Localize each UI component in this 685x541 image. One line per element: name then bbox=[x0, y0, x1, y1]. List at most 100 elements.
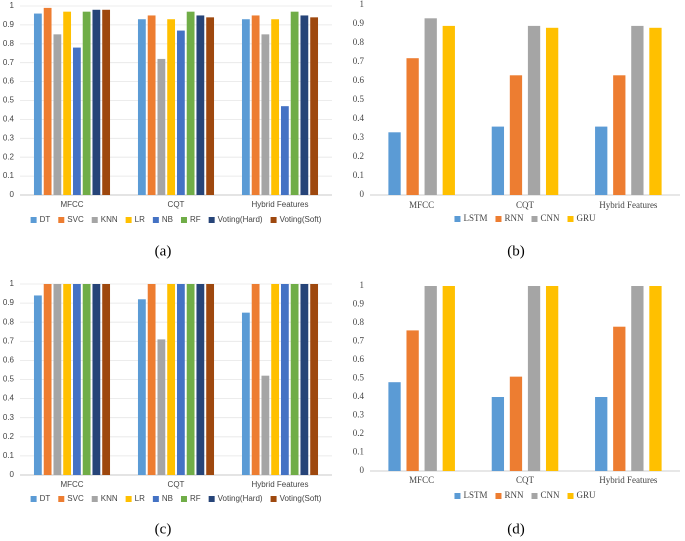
bar bbox=[527, 25, 541, 196]
bar bbox=[196, 15, 205, 196]
legend-swatch bbox=[91, 496, 98, 502]
bar bbox=[613, 75, 626, 195]
y-tick-label: 0.2 bbox=[353, 151, 364, 161]
legend-swatch bbox=[454, 216, 461, 222]
legend-swatch bbox=[125, 496, 132, 502]
legend-label: LSTM bbox=[463, 490, 487, 500]
bar bbox=[33, 295, 42, 475]
bar bbox=[157, 58, 166, 195]
bar bbox=[406, 330, 419, 471]
bar bbox=[631, 286, 644, 471]
chart-panel: 0 0.1 0.2 0.3 0.4 0.5 0.6 0.7 0.8 0.9 1 MFCC CQT Hybr… bbox=[353, 0, 680, 259]
y-tick-label: 0.3 bbox=[353, 410, 365, 420]
bar bbox=[206, 284, 215, 475]
bar bbox=[649, 27, 662, 195]
y-tick-label: 0.7 bbox=[3, 58, 15, 67]
x-tick-label: MFCC bbox=[60, 480, 83, 489]
bar bbox=[527, 286, 541, 471]
bar bbox=[102, 284, 111, 475]
bar bbox=[310, 284, 319, 475]
y-tick-label: 0.1 bbox=[353, 447, 364, 457]
y-tick-label: 0.5 bbox=[353, 94, 365, 104]
legend-swatch bbox=[495, 216, 502, 222]
bar bbox=[280, 106, 289, 195]
chart-panel: 0 0.1 0.2 0.3 0.4 0.5 0.6 0.7 0.8 0.9 1 MFCC CQT Hybr… bbox=[3, 1, 332, 259]
y-tick-label: 0.1 bbox=[3, 171, 15, 180]
y-tick-label: 0 bbox=[360, 465, 365, 475]
x-tick-label: MFCC bbox=[60, 200, 83, 209]
bar bbox=[137, 19, 146, 196]
bar bbox=[102, 9, 111, 196]
x-tick-label: MFCC bbox=[409, 475, 434, 485]
y-tick-label: 0.9 bbox=[353, 18, 365, 28]
y-tick-label: 0.3 bbox=[3, 413, 15, 422]
y-tick-label: 0.2 bbox=[3, 432, 15, 441]
y-tick-label: 0.2 bbox=[3, 152, 15, 161]
legend: LSTM RNN CNN GRU bbox=[454, 213, 596, 223]
bar bbox=[310, 17, 319, 196]
y-tick-label: 0.9 bbox=[3, 298, 15, 307]
legend-swatch bbox=[208, 217, 215, 223]
bar bbox=[442, 25, 455, 196]
legend-swatch bbox=[567, 493, 574, 499]
bar bbox=[196, 284, 205, 475]
legend-swatch bbox=[180, 217, 187, 223]
bar bbox=[290, 284, 299, 475]
bar bbox=[280, 284, 289, 475]
bar bbox=[206, 17, 215, 196]
y-tick-label: 0.7 bbox=[353, 336, 365, 346]
y-tick-label: 0.2 bbox=[353, 428, 364, 438]
y-tick-label: 0.4 bbox=[3, 394, 15, 403]
legend-label: LR bbox=[135, 494, 145, 503]
caption: (a) bbox=[155, 243, 172, 259]
bar bbox=[388, 382, 401, 471]
y-tick-label: 0.1 bbox=[3, 451, 15, 460]
legend-swatch bbox=[91, 217, 98, 223]
bar bbox=[53, 284, 62, 475]
y-tick-label: 1 bbox=[10, 1, 15, 10]
x-tick-label: Hybrid Features bbox=[252, 480, 309, 489]
legend-label: GRU bbox=[577, 490, 597, 500]
chart-panel: 0 0.1 0.2 0.3 0.4 0.5 0.6 0.7 0.8 0.9 1 MFCC CQT Hybr… bbox=[353, 280, 680, 537]
chart-panel: 0 0.1 0.2 0.3 0.4 0.5 0.6 0.7 0.8 0.9 1 MFCC CQT Hybr… bbox=[3, 279, 332, 537]
legend-label: DT bbox=[40, 494, 51, 503]
x-tick-label: Hybrid Features bbox=[252, 200, 309, 209]
y-tick-label: 0.4 bbox=[3, 115, 15, 124]
bar bbox=[545, 286, 559, 471]
bar bbox=[290, 11, 299, 196]
x-tick-label: Hybrid Features bbox=[599, 200, 658, 210]
legend-swatch bbox=[30, 496, 37, 502]
y-tick-label: 1 bbox=[360, 0, 365, 9]
x-tick-label: CQT bbox=[168, 480, 185, 489]
y-tick-label: 1 bbox=[360, 280, 365, 290]
bar bbox=[186, 284, 195, 475]
y-tick-label: 0.9 bbox=[353, 299, 365, 309]
bar bbox=[545, 27, 559, 195]
legend-label: RF bbox=[190, 494, 201, 503]
bar bbox=[147, 284, 156, 475]
legend-label: NB bbox=[162, 215, 173, 224]
legend-swatch bbox=[152, 217, 159, 223]
bar bbox=[176, 284, 185, 475]
legend-label: LSTM bbox=[463, 213, 487, 223]
y-tick-label: 0.8 bbox=[3, 39, 15, 48]
bar bbox=[157, 339, 166, 475]
bar bbox=[43, 284, 52, 475]
y-tick-label: 0.5 bbox=[3, 375, 15, 384]
y-tick-label: 0.7 bbox=[3, 336, 15, 345]
bar bbox=[491, 126, 505, 195]
legend-label: GRU bbox=[577, 213, 597, 223]
legend-label: Voting(Soft) bbox=[280, 215, 322, 224]
legend-swatch bbox=[454, 493, 461, 499]
legend: DT SVC KNN LR NB RF Voting(Hard) Voting(Soft) bbox=[30, 494, 322, 503]
bar bbox=[33, 13, 42, 196]
y-tick-label: 0 bbox=[10, 470, 15, 479]
bar bbox=[251, 284, 260, 475]
y-tick-label: 0.9 bbox=[3, 20, 15, 29]
bar bbox=[186, 11, 195, 196]
legend-label: NB bbox=[162, 494, 173, 503]
caption: (b) bbox=[507, 243, 525, 259]
legend-swatch bbox=[125, 217, 132, 223]
y-tick-label: 0 bbox=[360, 189, 365, 199]
legend-label: Voting(Soft) bbox=[280, 494, 322, 503]
